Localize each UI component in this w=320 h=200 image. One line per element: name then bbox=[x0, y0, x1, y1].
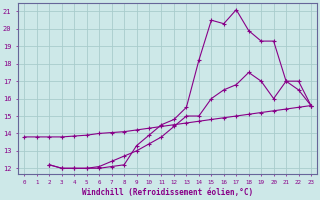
X-axis label: Windchill (Refroidissement éolien,°C): Windchill (Refroidissement éolien,°C) bbox=[82, 188, 253, 197]
